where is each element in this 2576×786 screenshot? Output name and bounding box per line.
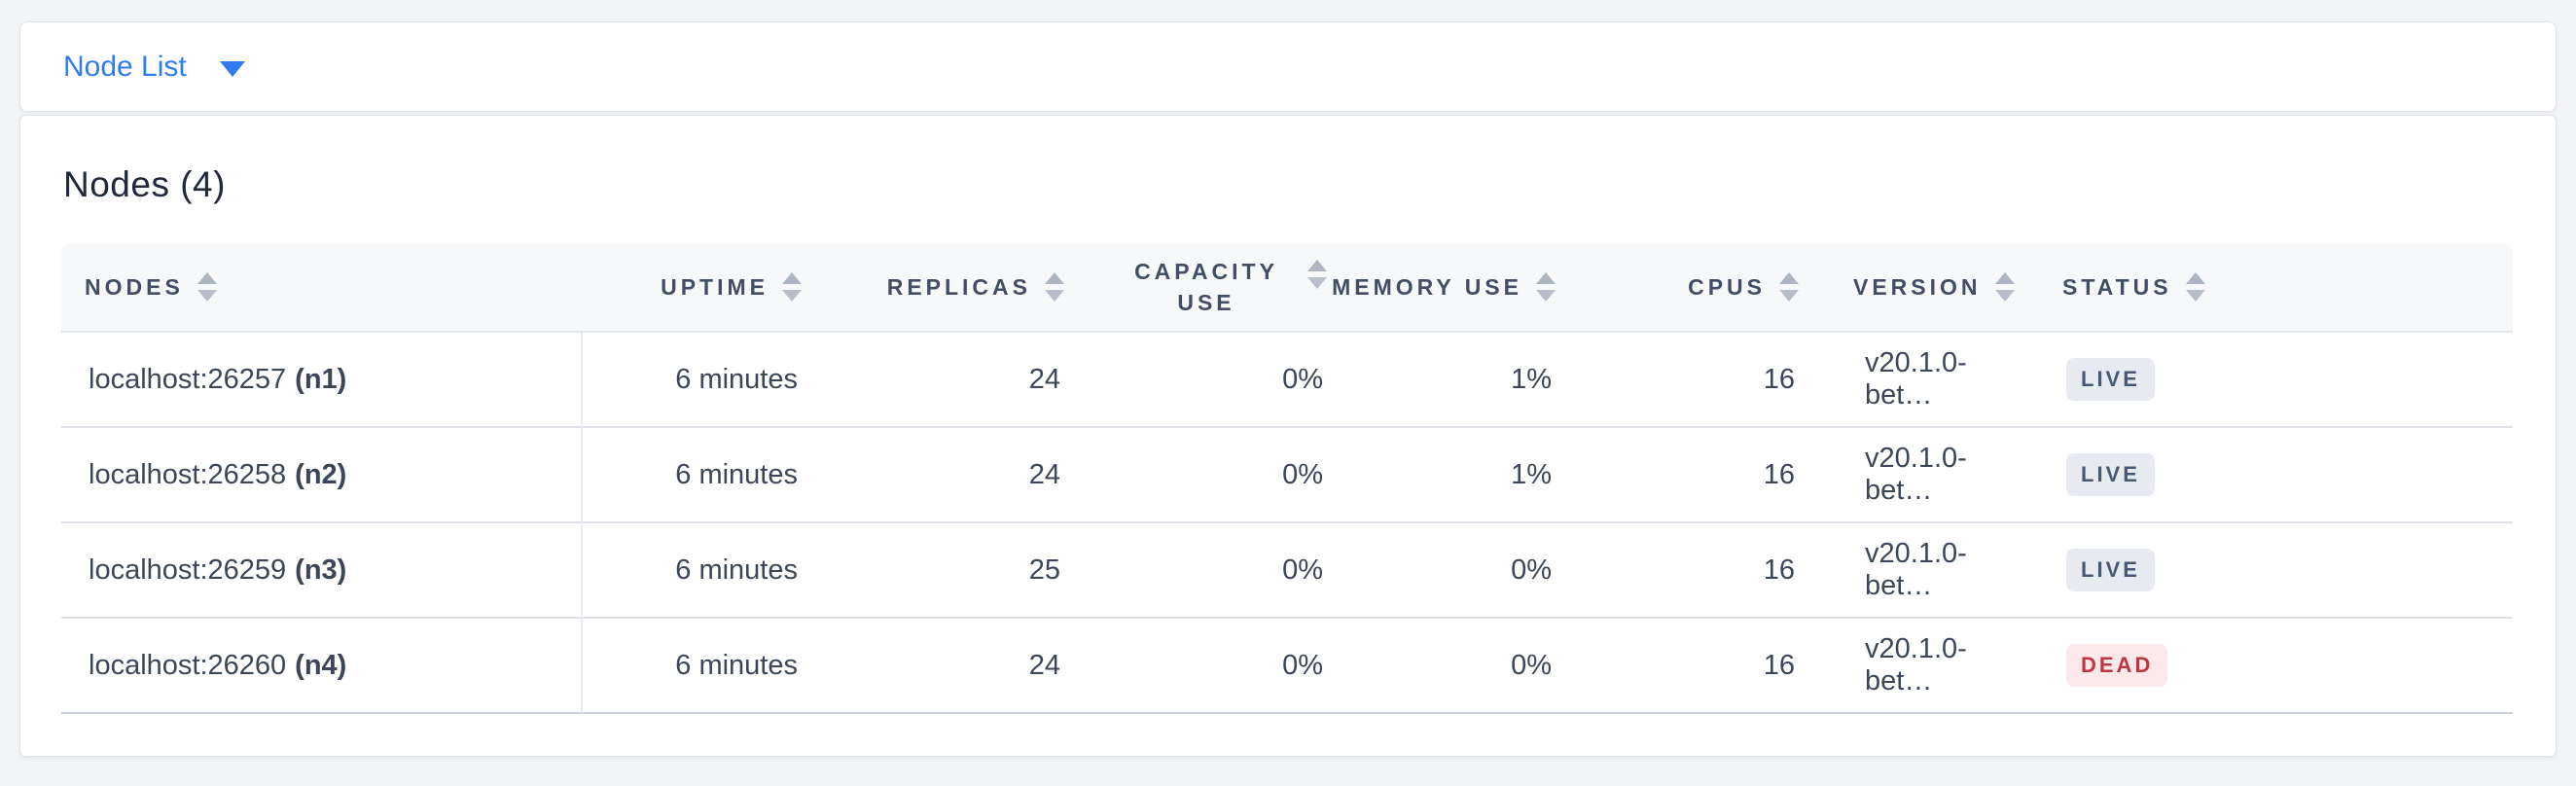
sort-arrows-icon [197, 272, 217, 303]
table-row: localhost:26259 (n3) 6 minutes 25 0% 0% 1… [61, 523, 2513, 619]
cell-status: LIVE [2027, 523, 2513, 619]
cell-status: LIVE [2027, 428, 2513, 523]
view-selector-label: Node List [63, 50, 187, 83]
cell-cpus: 16 [1575, 428, 1818, 523]
cell-capacity-use: 0% [1084, 619, 1346, 714]
cell-memory-use: 0% [1346, 619, 1575, 714]
cell-version: v20.1.0-bet… [1818, 523, 2027, 619]
cell-uptime: 6 minutes [583, 619, 821, 714]
column-header-memory-use[interactable]: MEMORY USE [1332, 244, 1575, 333]
sort-arrows-icon [782, 272, 802, 303]
status-badge: LIVE [2066, 549, 2155, 591]
view-selector-bar: Node List [19, 21, 2557, 112]
node-name: (n2) [295, 458, 347, 490]
sort-arrows-icon [2185, 272, 2205, 303]
table-row: localhost:26260 (n4) 6 minutes 24 0% 0% 1… [61, 619, 2513, 714]
cell-uptime: 6 minutes [583, 428, 821, 523]
sort-arrows-icon [1779, 272, 1799, 303]
column-header-uptime[interactable]: UPTIME [583, 244, 821, 333]
cell-replicas: 24 [821, 619, 1084, 714]
column-header-nodes[interactable]: NODES [61, 244, 583, 333]
panel-title: Nodes (4) [63, 164, 226, 204]
cell-replicas: 24 [821, 333, 1084, 428]
cell-replicas: 24 [821, 428, 1084, 523]
caret-down-icon [219, 60, 245, 77]
column-header-version[interactable]: VERSION [1818, 244, 2027, 333]
view-selector-dropdown[interactable]: Node List [63, 51, 245, 84]
cell-capacity-use: 0% [1084, 523, 1346, 619]
column-header-replicas[interactable]: REPLICAS [821, 244, 1084, 333]
cell-uptime: 6 minutes [583, 333, 821, 428]
cell-node-address: localhost:26259 (n3) [61, 523, 583, 619]
cell-node-address: localhost:26257 (n1) [61, 333, 583, 428]
status-badge: LIVE [2066, 358, 2155, 401]
cell-cpus: 16 [1575, 523, 1818, 619]
table-header-row: NODES UPTIME REPLICAS CAPACITY USE MEMOR… [61, 244, 2513, 333]
cell-uptime: 6 minutes [583, 523, 821, 619]
cell-cpus: 16 [1575, 333, 1818, 428]
sort-arrows-icon [1994, 272, 2015, 303]
cell-memory-use: 0% [1346, 523, 1575, 619]
cell-replicas: 25 [821, 523, 1084, 619]
cell-node-address: localhost:26258 (n2) [61, 428, 583, 523]
node-name: (n3) [295, 554, 347, 586]
status-badge: DEAD [2066, 644, 2168, 687]
nodes-panel: Nodes (4) NODES UPTIME REPLICAS [19, 115, 2557, 757]
cell-memory-use: 1% [1346, 333, 1575, 428]
cell-cpus: 16 [1575, 619, 1818, 714]
cell-memory-use: 1% [1346, 428, 1575, 523]
cell-node-address: localhost:26260 (n4) [61, 619, 583, 714]
cell-status: DEAD [2027, 619, 2513, 714]
sort-arrows-icon [1536, 272, 1556, 303]
cell-version: v20.1.0-bet… [1818, 333, 2027, 428]
cell-capacity-use: 0% [1084, 333, 1346, 428]
status-badge: LIVE [2066, 453, 2155, 496]
nodes-table: NODES UPTIME REPLICAS CAPACITY USE MEMOR… [61, 244, 2513, 714]
table-row: localhost:26258 (n2) 6 minutes 24 0% 1% 1… [61, 428, 2513, 523]
table-row: localhost:26257 (n1) 6 minutes 24 0% 1% 1… [61, 333, 2513, 428]
column-header-capacity-use[interactable]: CAPACITY USE [1084, 244, 1346, 333]
column-header-cpus[interactable]: CPUS [1575, 244, 1818, 333]
cell-status: LIVE [2027, 333, 2513, 428]
cell-version: v20.1.0-bet… [1818, 619, 2027, 714]
column-header-status[interactable]: STATUS [2027, 244, 2513, 333]
sort-arrows-icon [1307, 260, 1327, 290]
cell-capacity-use: 0% [1084, 428, 1346, 523]
node-name: (n4) [295, 649, 347, 681]
node-name: (n1) [295, 363, 347, 395]
cell-version: v20.1.0-bet… [1818, 428, 2027, 523]
sort-arrows-icon [1045, 272, 1064, 303]
